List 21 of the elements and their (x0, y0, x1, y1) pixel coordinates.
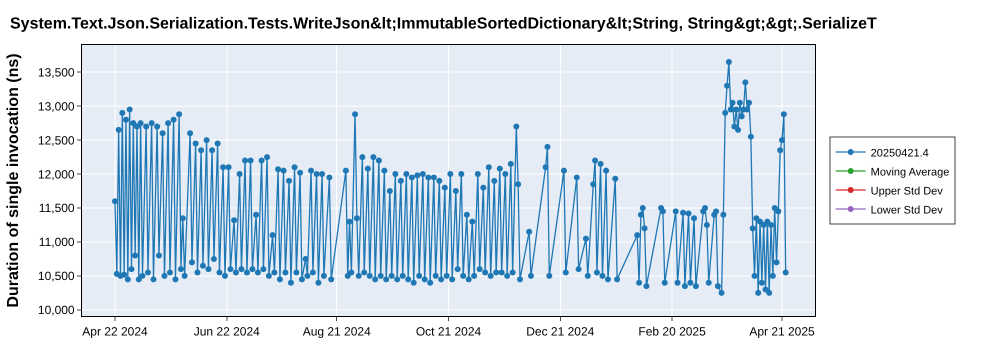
y-tick-label: 13,500 (38, 65, 75, 80)
y-tick-label: 12,500 (38, 133, 75, 148)
y-tick-label: 11,000 (38, 235, 75, 250)
x-tick-label: Apr 22 2024 (82, 324, 148, 338)
x-tick-label: Jun 22 2024 (194, 324, 260, 338)
chart-title: System.Text.Json.Serialization.Tests.WriteJson&lt;ImmutableSortedDictionary&lt;String, String&gt;&gt;.SerializeT (10, 16, 878, 33)
x-tick-label: Dec 21 2024 (526, 324, 595, 338)
y-tick-label: 10,500 (38, 269, 75, 284)
y-axis-title: Duration of single invocation (ns) (4, 53, 22, 308)
x-tick-label: Apr 21 2025 (749, 324, 816, 338)
y-tick-label: 11,500 (38, 201, 75, 216)
legend-label: Lower Std Dev (870, 204, 944, 216)
x-tick-label: Oct 21 2024 (416, 324, 482, 338)
legend-label: 20250421.4 (870, 147, 929, 160)
legend-label: Moving Average (870, 166, 950, 178)
x-tick-label: Feb 20 2025 (638, 324, 706, 338)
x-tick-label: Aug 21 2024 (302, 324, 372, 338)
y-tick-label: 10,000 (38, 303, 75, 318)
legend-label: Upper Std Dev (870, 185, 944, 198)
y-tick-label: 13,000 (38, 99, 75, 114)
y-tick-label: 12,000 (38, 167, 75, 182)
